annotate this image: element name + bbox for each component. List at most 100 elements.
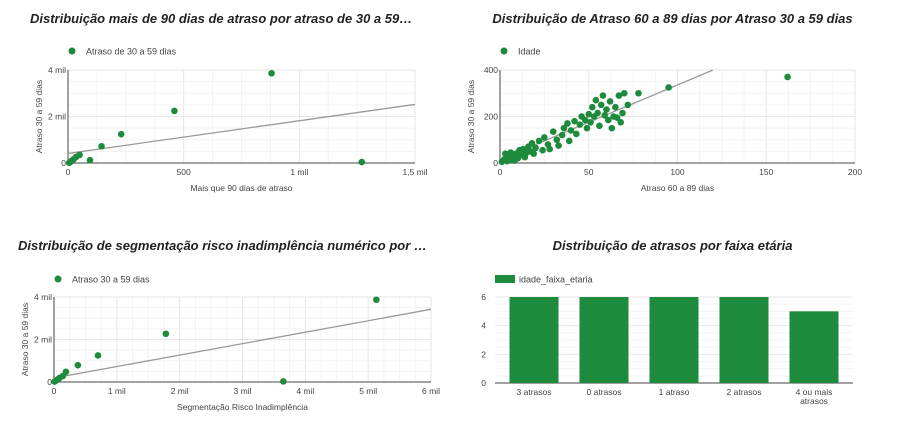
chart-panel-overdue-60-89-vs-30-59: Distribuição de Atraso 60 a 89 dias por … bbox=[448, 0, 897, 215]
data-point bbox=[665, 84, 672, 91]
bar bbox=[579, 297, 629, 383]
data-point bbox=[373, 296, 380, 304]
data-point bbox=[532, 144, 539, 152]
data-point bbox=[608, 124, 616, 132]
bar-chart-overdue-by-age: idade_faixa_etaria 0 2 4 6 3 atrasos 0 atrasos… bbox=[481, 275, 853, 406]
data-point bbox=[613, 114, 621, 121]
x-tick-label: 3 mil bbox=[234, 386, 252, 396]
data-point bbox=[583, 124, 591, 132]
data-point bbox=[567, 127, 575, 134]
legend-label: Idade bbox=[518, 47, 541, 57]
trendline bbox=[54, 308, 431, 379]
x-tick-label: 0 bbox=[498, 167, 503, 177]
chart-panel-overdue-90-vs-30-59: Distribuição mais de 90 dias de atraso p… bbox=[0, 0, 448, 215]
x-tick-label: 1 atraso bbox=[659, 387, 690, 397]
x-tick-label: 0 atrasos bbox=[587, 387, 622, 397]
data-point bbox=[171, 107, 178, 115]
data-point bbox=[617, 119, 624, 126]
data-point bbox=[560, 124, 568, 132]
data-point bbox=[530, 150, 538, 157]
x-tick-label: 6 mil bbox=[422, 386, 440, 396]
data-point bbox=[564, 120, 571, 127]
x-axis-title: Mais que 90 dias de atraso bbox=[190, 183, 292, 193]
x-tick-label: 100 bbox=[670, 167, 684, 177]
data-point bbox=[74, 361, 82, 369]
data-point bbox=[615, 92, 623, 99]
data-point bbox=[596, 122, 603, 130]
data-point bbox=[555, 142, 562, 149]
data-point bbox=[599, 92, 607, 99]
bar bbox=[719, 297, 769, 383]
y-tick-label: 4 mil bbox=[48, 65, 66, 75]
x-tick-label: 1 mil bbox=[108, 386, 126, 396]
data-point bbox=[784, 73, 791, 81]
legend-marker bbox=[68, 47, 76, 55]
data-point bbox=[601, 112, 609, 119]
x-tick-label: 50 bbox=[584, 167, 594, 177]
data-point bbox=[594, 109, 601, 117]
trendline bbox=[68, 103, 415, 155]
data-point bbox=[62, 368, 70, 376]
data-point bbox=[604, 116, 612, 124]
y-tick-label: 6 bbox=[481, 292, 486, 302]
y-axis-title: Atraso 30 a 59 dias bbox=[466, 80, 476, 153]
y-tick-label: 0 bbox=[481, 378, 486, 388]
data-point bbox=[619, 109, 626, 117]
data-point bbox=[162, 330, 170, 338]
x-tick-label: 5 mil bbox=[359, 386, 377, 396]
data-point bbox=[553, 136, 561, 144]
data-point bbox=[597, 101, 605, 109]
y-axis-title: Atraso 30 a 59 dias bbox=[20, 303, 30, 376]
bar bbox=[789, 311, 839, 383]
data-point bbox=[589, 103, 596, 111]
data-point bbox=[539, 146, 546, 154]
bar bbox=[509, 297, 559, 383]
x-tick-label: 4 ou mais bbox=[796, 387, 833, 397]
data-point bbox=[576, 121, 584, 128]
data-point bbox=[624, 101, 632, 109]
data-point bbox=[573, 130, 580, 138]
x-tick-label: 0 bbox=[66, 167, 71, 177]
x-tick-label: 2 mil bbox=[171, 386, 189, 396]
y-tick-label: 0 bbox=[493, 158, 498, 168]
data-point bbox=[603, 106, 610, 113]
data-point bbox=[587, 119, 594, 126]
y-axis-title: Atraso 30 a 59 dias bbox=[34, 80, 44, 153]
data-point bbox=[612, 103, 619, 111]
y-tick-label: 400 bbox=[484, 65, 498, 75]
y-tick-label: 200 bbox=[484, 112, 498, 122]
data-point bbox=[528, 139, 536, 147]
y-tick-label: 2 bbox=[481, 349, 486, 359]
x-tick-label: 500 bbox=[177, 167, 191, 177]
data-point bbox=[592, 96, 600, 104]
scatter-chart-risk-segmentation: Atraso 30 a 59 dias 0 1 mil 2 mil 3 mil 4 mil… bbox=[20, 275, 440, 413]
x-tick-label: 150 bbox=[759, 167, 773, 177]
chart-title: Distribuição de atrasos por faixa etária bbox=[552, 238, 793, 253]
x-tick-label: atrasos bbox=[800, 396, 828, 406]
data-point bbox=[98, 142, 105, 150]
chart-title: Distribuição mais de 90 dias de atraso p… bbox=[30, 11, 413, 26]
chart-title: Distribuição de segmentação risco inadim… bbox=[18, 238, 427, 253]
data-point bbox=[620, 89, 628, 97]
bar bbox=[649, 297, 699, 383]
x-tick-label: 0 bbox=[52, 386, 57, 396]
scatter-chart-overdue-90: Atraso de 30 a 59 dias 0 500 1 mil 1,5 mil 0 2… bbox=[34, 47, 428, 194]
chart-panel-overdue-by-age-range: Distribuição de atrasos por faixa etária… bbox=[448, 215, 897, 430]
legend-marker bbox=[495, 275, 515, 283]
y-tick-label: 4 mil bbox=[34, 292, 52, 302]
x-tick-label: 3 atrasos bbox=[517, 387, 552, 397]
data-point bbox=[635, 89, 642, 97]
scatter-chart-overdue-60-89: Idade 0 50 100 150 200 0 200 400 Atraso 60 a 89 d… bbox=[466, 47, 862, 194]
x-tick-label: 1 mil bbox=[290, 167, 308, 177]
data-point bbox=[94, 352, 102, 359]
y-tick-label: 4 bbox=[481, 321, 486, 331]
x-tick-label: 1,5 mil bbox=[402, 167, 427, 177]
data-point bbox=[558, 131, 566, 139]
x-tick-label: 4 mil bbox=[296, 386, 314, 396]
data-point bbox=[585, 110, 593, 118]
legend-marker bbox=[54, 275, 62, 283]
chart-title: Distribuição de Atraso 60 a 89 dias por … bbox=[492, 11, 853, 26]
data-point bbox=[86, 156, 94, 164]
y-tick-label: 2 mil bbox=[48, 112, 66, 122]
data-point bbox=[268, 69, 275, 77]
